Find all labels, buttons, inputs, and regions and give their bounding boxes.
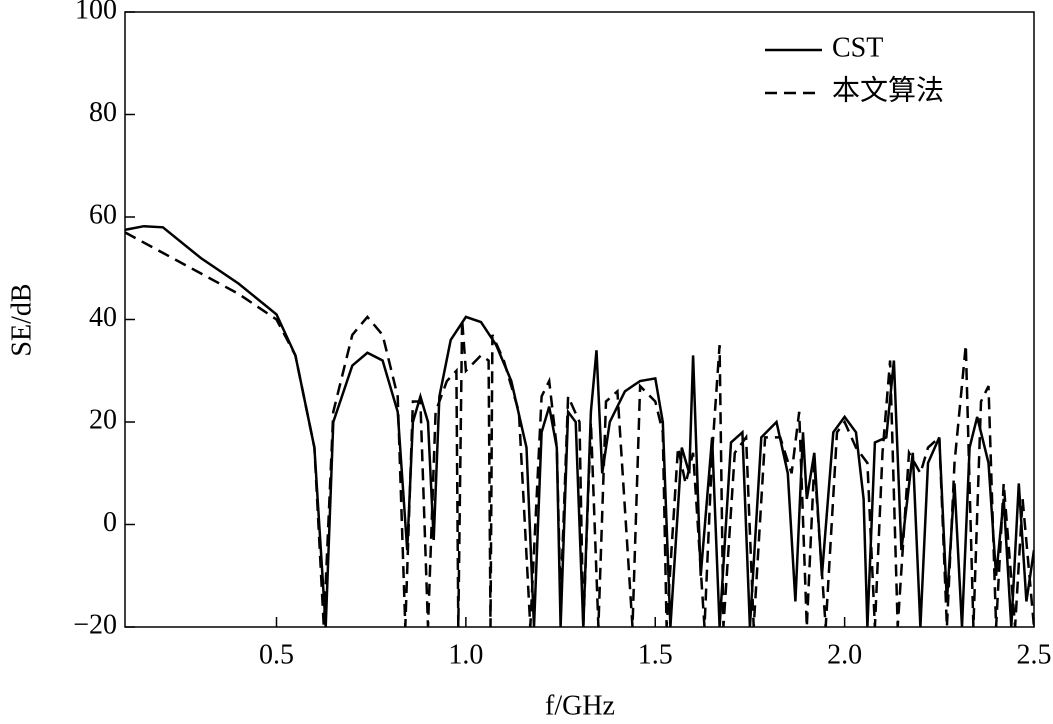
x-tick-label: 1.0 — [448, 639, 483, 670]
y-tick-label: 20 — [89, 404, 117, 435]
x-axis-label: f/GHz — [545, 690, 615, 721]
plot-frame — [124, 11, 1035, 628]
x-tick-label: 1.5 — [638, 639, 673, 670]
y-tick-label: −20 — [73, 609, 117, 640]
y-tick-label: 80 — [89, 97, 117, 128]
y-axis-label: SE/dB — [6, 283, 37, 356]
legend-label: 本文算法 — [832, 74, 944, 106]
legend-label: CST — [832, 32, 883, 63]
y-tick-label: 100 — [75, 0, 117, 25]
y-tick-label: 60 — [89, 199, 117, 230]
y-tick-label: 40 — [89, 302, 117, 333]
x-tick-label: 2.0 — [827, 639, 862, 670]
x-tick-label: 2.5 — [1017, 639, 1052, 670]
series-line — [125, 231, 1034, 627]
y-tick-label: 0 — [103, 507, 117, 538]
x-tick-label: 0.5 — [259, 639, 294, 670]
